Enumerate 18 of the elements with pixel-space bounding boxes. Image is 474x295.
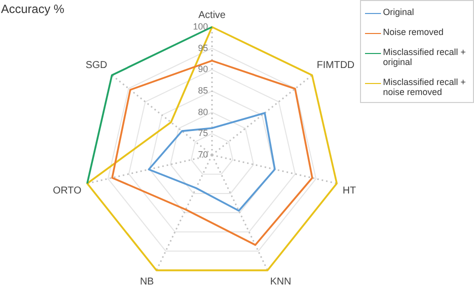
y-tick-label: 100 [192, 21, 208, 32]
spoke-label: NB [140, 276, 154, 288]
spoke-label: SGD [86, 60, 108, 72]
y-tick-label: 85 [198, 85, 208, 96]
spoke-label: KNN [270, 276, 292, 288]
chart-title: Accuracy % [1, 2, 64, 16]
spoke-label: Active [198, 10, 226, 21]
y-tick-label: 75 [198, 128, 208, 138]
y-tick-label: 90 [198, 64, 208, 74]
spoke-label: ORTO [52, 186, 82, 197]
legend-label: Original [383, 7, 414, 17]
spoke-label: HT [342, 186, 356, 197]
legend-label: Misclassified recall + original [383, 47, 467, 67]
y-tick-label: 70 [198, 149, 208, 160]
y-tick-label: 80 [198, 106, 208, 117]
legend-label: Noise removed [383, 27, 444, 37]
legend-label: Misclassified recall + noise removed [383, 77, 467, 97]
spoke-label: FIMTDD [316, 60, 355, 72]
